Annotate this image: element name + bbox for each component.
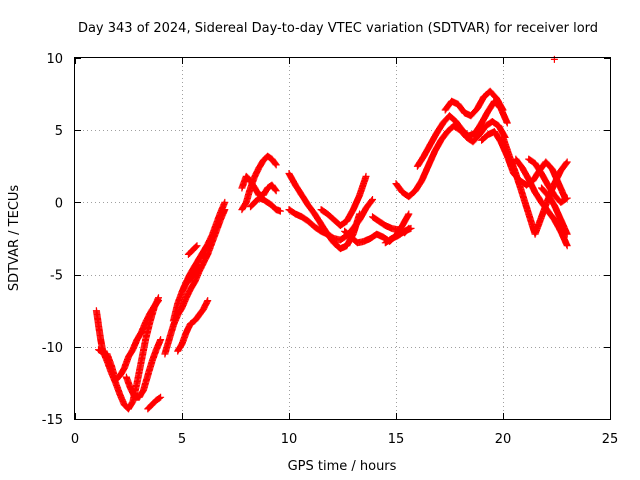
series-arc-24	[512, 155, 571, 250]
series-arc-6	[169, 198, 229, 325]
x-tick-label: 0	[71, 432, 79, 447]
series-arc-3	[122, 336, 165, 401]
x-tick-label: 20	[495, 432, 512, 447]
plus-marker-trail	[512, 155, 571, 250]
plus-marker-trail	[122, 336, 165, 401]
y-tick-label: 5	[55, 124, 63, 139]
series-arc-14	[285, 196, 376, 244]
series-arc-18	[381, 224, 415, 247]
series-arc-4	[144, 393, 165, 413]
series-arc-5	[161, 206, 229, 358]
plus-marker-trail	[169, 198, 229, 325]
y-tick-label: -15	[42, 413, 63, 428]
series-arc-25	[525, 155, 571, 206]
data-marks	[92, 55, 571, 413]
chart-title: Day 343 of 2024, Sidereal Day-to-day VTE…	[78, 21, 598, 36]
y-tick-label: 10	[46, 52, 63, 67]
y-axis-label: SDTVAR / TECUs	[7, 185, 22, 292]
plus-marker-trail	[317, 172, 370, 229]
plus-marker-trail	[247, 194, 284, 215]
series-arc-9	[184, 242, 201, 258]
x-tick-label: 15	[388, 432, 405, 447]
plus-marker-trail	[95, 297, 162, 384]
plus-marker-trail	[161, 206, 229, 358]
plus-marker-trail	[174, 297, 212, 355]
tick-labels: 0 5 10 15 20 25 -15 -10 -5 0 5 10	[42, 52, 619, 447]
y-tick-label: -5	[50, 269, 63, 284]
axis-ticks	[75, 58, 611, 420]
series-arc-8	[178, 263, 203, 296]
x-tick-label: 5	[178, 432, 186, 447]
x-axis-label: GPS time / hours	[288, 459, 397, 474]
series-arc-7	[174, 297, 212, 355]
plus-marker-trail	[178, 263, 203, 296]
series-arc-21	[441, 87, 507, 120]
x-tick-label: 10	[281, 432, 298, 447]
plus-marker-trail	[525, 155, 571, 206]
series-arc-26	[538, 184, 571, 238]
plus-marker-trail	[441, 87, 507, 120]
series-outlier	[550, 55, 558, 63]
series-arc-2	[95, 297, 162, 384]
series-arc-15	[317, 172, 370, 229]
plus-marker-trail	[550, 55, 558, 63]
y-tick-label: -10	[42, 341, 63, 356]
plus-marker-trail	[285, 196, 376, 244]
series-arc-12	[247, 194, 284, 215]
plus-marker-trail	[381, 224, 415, 247]
x-tick-label: 25	[602, 432, 619, 447]
y-tick-label: 0	[55, 196, 63, 211]
plus-marker-trail	[538, 184, 571, 238]
plus-marker-trail	[184, 242, 201, 258]
plus-marker-trail	[144, 393, 165, 413]
plot-frame	[74, 57, 611, 420]
